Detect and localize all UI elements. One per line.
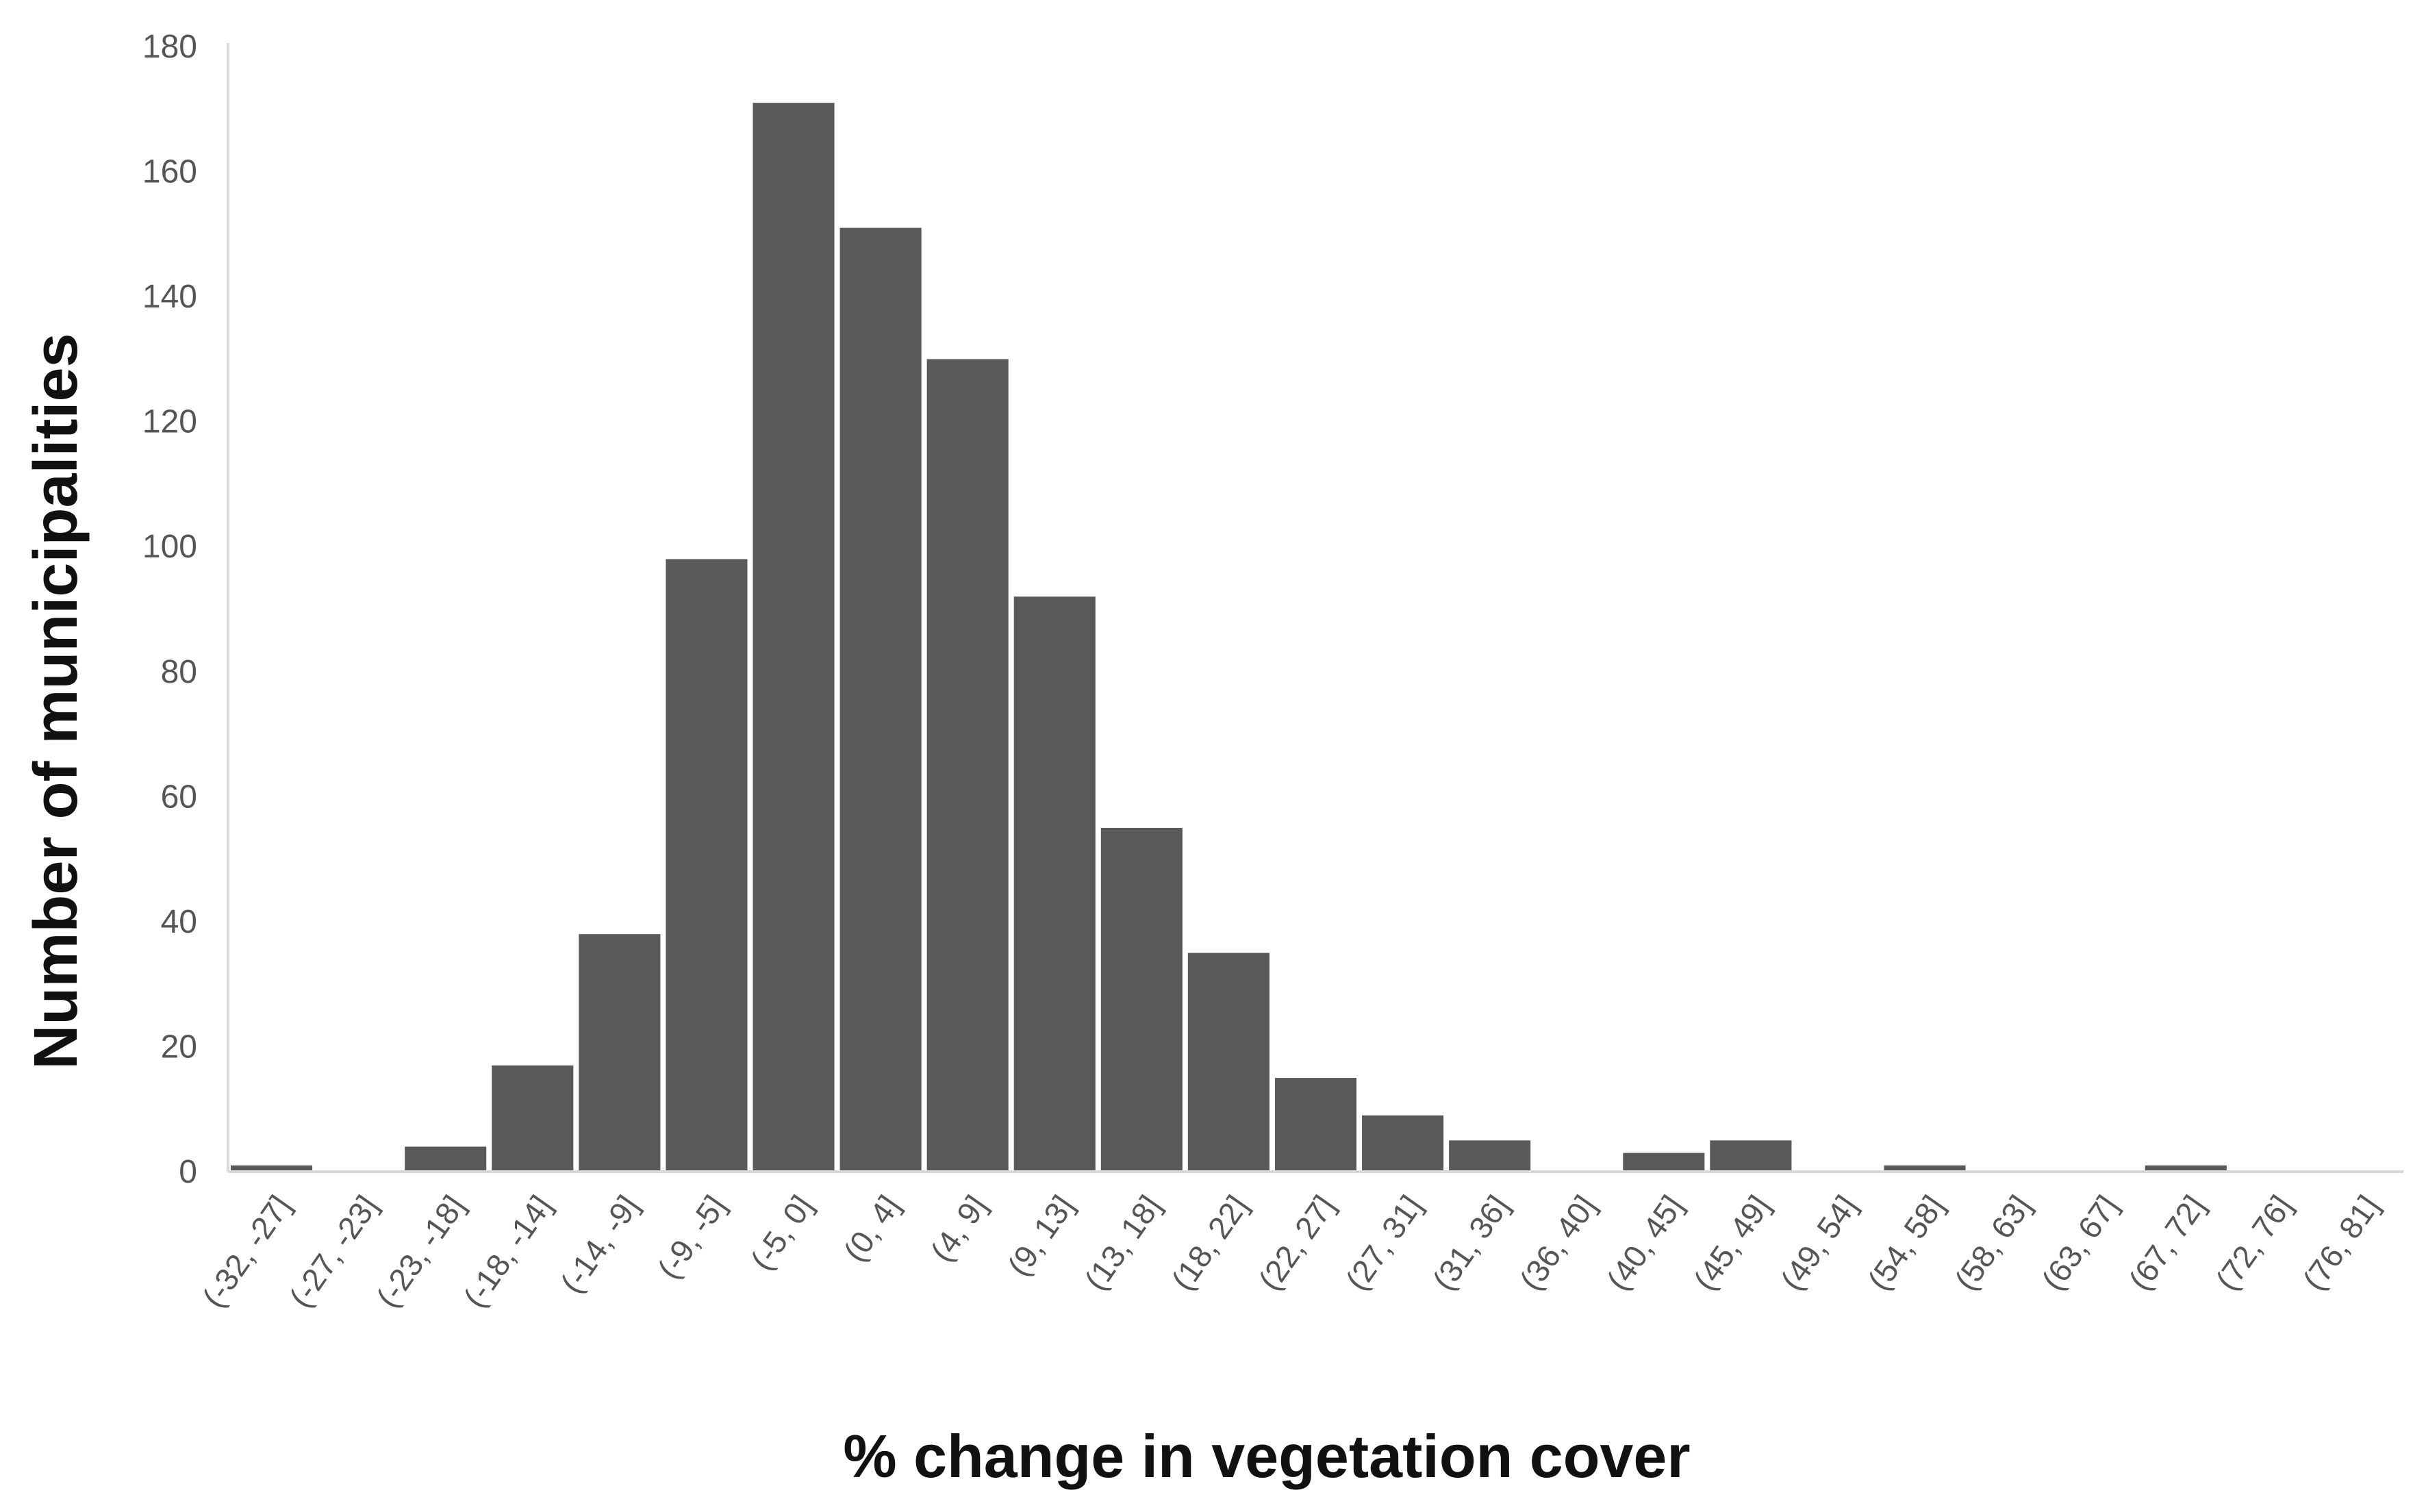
histogram-bar (926, 359, 1009, 1172)
x-tick-label: (13, 18] (1077, 1189, 1167, 1297)
y-tick-label: 180 (142, 29, 197, 65)
histogram-bar (579, 934, 661, 1172)
x-tick-label: (-23, -18] (369, 1189, 472, 1314)
histogram-bar (753, 103, 835, 1172)
y-tick-label: 140 (142, 279, 197, 315)
x-tick-label: (40, 45] (1600, 1189, 1690, 1297)
x-tick-label: (58, 63] (1947, 1189, 2038, 1297)
histogram-bar (1623, 1152, 1705, 1172)
y-tick-label: 0 (179, 1154, 197, 1190)
histogram-bar (492, 1065, 574, 1172)
x-tick-label: (-9, -5] (650, 1189, 733, 1285)
histogram-bar (1013, 596, 1096, 1172)
x-tick-labels: (-32, -27](-27, -23](-23, -18](-18, -14]… (195, 1189, 2386, 1314)
x-tick-label: (-14, -9] (553, 1189, 646, 1300)
x-tick-label: (76, 81] (2296, 1189, 2386, 1297)
x-tick-label: (31, 36] (1426, 1189, 1516, 1297)
x-axis-title: % change in vegetation cover (843, 1422, 1690, 1490)
x-tick-label: (4, 9] (924, 1189, 994, 1268)
x-tick-label: (36, 40] (1513, 1189, 1603, 1297)
histogram-bar (1449, 1140, 1531, 1172)
y-tick-label: 80 (161, 654, 197, 690)
x-tick-label: (49, 54] (1773, 1189, 1864, 1297)
x-tick-label: (67, 72] (2121, 1189, 2212, 1297)
histogram-bar (839, 227, 922, 1172)
x-tick-label: (72, 76] (2208, 1189, 2299, 1297)
x-tick-label: (-32, -27] (195, 1189, 298, 1314)
y-tick-label: 120 (142, 404, 197, 440)
histogram-bar (2145, 1165, 2227, 1172)
histogram-bar (1884, 1165, 1966, 1172)
x-tick-label: (27, 31] (1339, 1189, 1429, 1297)
x-tick-label: (63, 67] (2034, 1189, 2125, 1297)
x-tick-label: (-18, -14] (456, 1189, 559, 1314)
histogram-bar (1274, 1078, 1357, 1172)
histogram-bar (1362, 1115, 1444, 1172)
y-axis-title: Number of municipalities (22, 333, 90, 1069)
x-tick-label: (9, 13] (1000, 1189, 1081, 1283)
y-tick-label: 20 (161, 1029, 197, 1065)
x-tick-label: (54, 58] (1860, 1189, 1951, 1297)
x-tick-label: (18, 22] (1165, 1189, 1255, 1297)
bars-group (231, 103, 2401, 1172)
y-tick-label: 40 (161, 904, 197, 940)
histogram-bar (1100, 827, 1183, 1172)
histogram-bar (666, 559, 748, 1172)
y-tick-label: 160 (142, 154, 197, 190)
x-tick-label: (45, 49] (1686, 1189, 1777, 1297)
x-tick-label: (22, 27] (1252, 1189, 1342, 1297)
x-tick-label: (-27, -23] (282, 1189, 385, 1314)
x-tick-label: (0, 4] (837, 1189, 907, 1268)
histogram-bar (1710, 1140, 1792, 1172)
y-tick-labels: 0 20 40 60 80 100 120 140 160 180 (142, 29, 197, 1190)
histogram-bar (405, 1146, 487, 1172)
histogram-bar (231, 1165, 313, 1172)
histogram-bar (1187, 953, 1269, 1172)
x-tick-label: (-5, 0] (744, 1189, 820, 1276)
y-tick-label: 60 (161, 779, 197, 815)
y-tick-label: 100 (142, 529, 197, 565)
